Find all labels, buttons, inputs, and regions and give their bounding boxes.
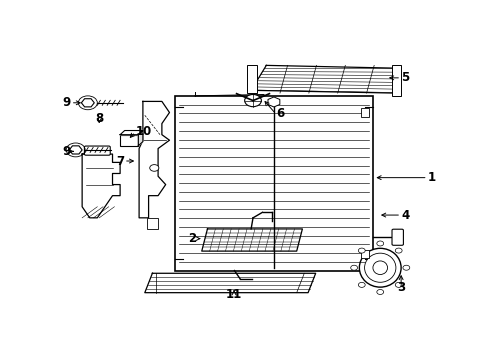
- Ellipse shape: [359, 248, 401, 287]
- Bar: [247, 66, 257, 93]
- Bar: [120, 135, 138, 146]
- Text: 1: 1: [428, 171, 436, 184]
- FancyBboxPatch shape: [392, 229, 403, 245]
- Circle shape: [395, 282, 402, 287]
- Circle shape: [377, 289, 384, 294]
- Text: 9: 9: [63, 145, 71, 158]
- Ellipse shape: [365, 253, 396, 282]
- Circle shape: [351, 265, 358, 270]
- Circle shape: [403, 265, 410, 270]
- Text: 2: 2: [188, 232, 196, 245]
- Polygon shape: [202, 229, 302, 251]
- Text: 3: 3: [397, 281, 405, 294]
- Text: 8: 8: [95, 112, 103, 125]
- FancyBboxPatch shape: [84, 146, 110, 155]
- Text: 5: 5: [401, 71, 409, 84]
- Polygon shape: [145, 273, 316, 293]
- Text: 4: 4: [401, 208, 409, 221]
- Text: 11: 11: [226, 288, 242, 301]
- Circle shape: [150, 165, 159, 171]
- Circle shape: [358, 248, 365, 253]
- Bar: [361, 250, 369, 258]
- Bar: [392, 66, 401, 96]
- Polygon shape: [251, 66, 395, 93]
- Circle shape: [358, 282, 365, 287]
- Polygon shape: [139, 102, 170, 218]
- Polygon shape: [138, 131, 143, 146]
- Text: 9: 9: [63, 96, 71, 109]
- Text: 7: 7: [116, 154, 124, 167]
- Bar: [361, 108, 369, 117]
- Circle shape: [245, 94, 261, 107]
- Circle shape: [395, 248, 402, 253]
- Ellipse shape: [373, 261, 388, 275]
- Text: 6: 6: [276, 107, 284, 120]
- Text: 10: 10: [135, 125, 151, 138]
- Bar: [175, 96, 372, 270]
- Polygon shape: [120, 131, 143, 135]
- Polygon shape: [82, 154, 120, 218]
- Bar: [147, 218, 158, 229]
- Circle shape: [377, 241, 384, 246]
